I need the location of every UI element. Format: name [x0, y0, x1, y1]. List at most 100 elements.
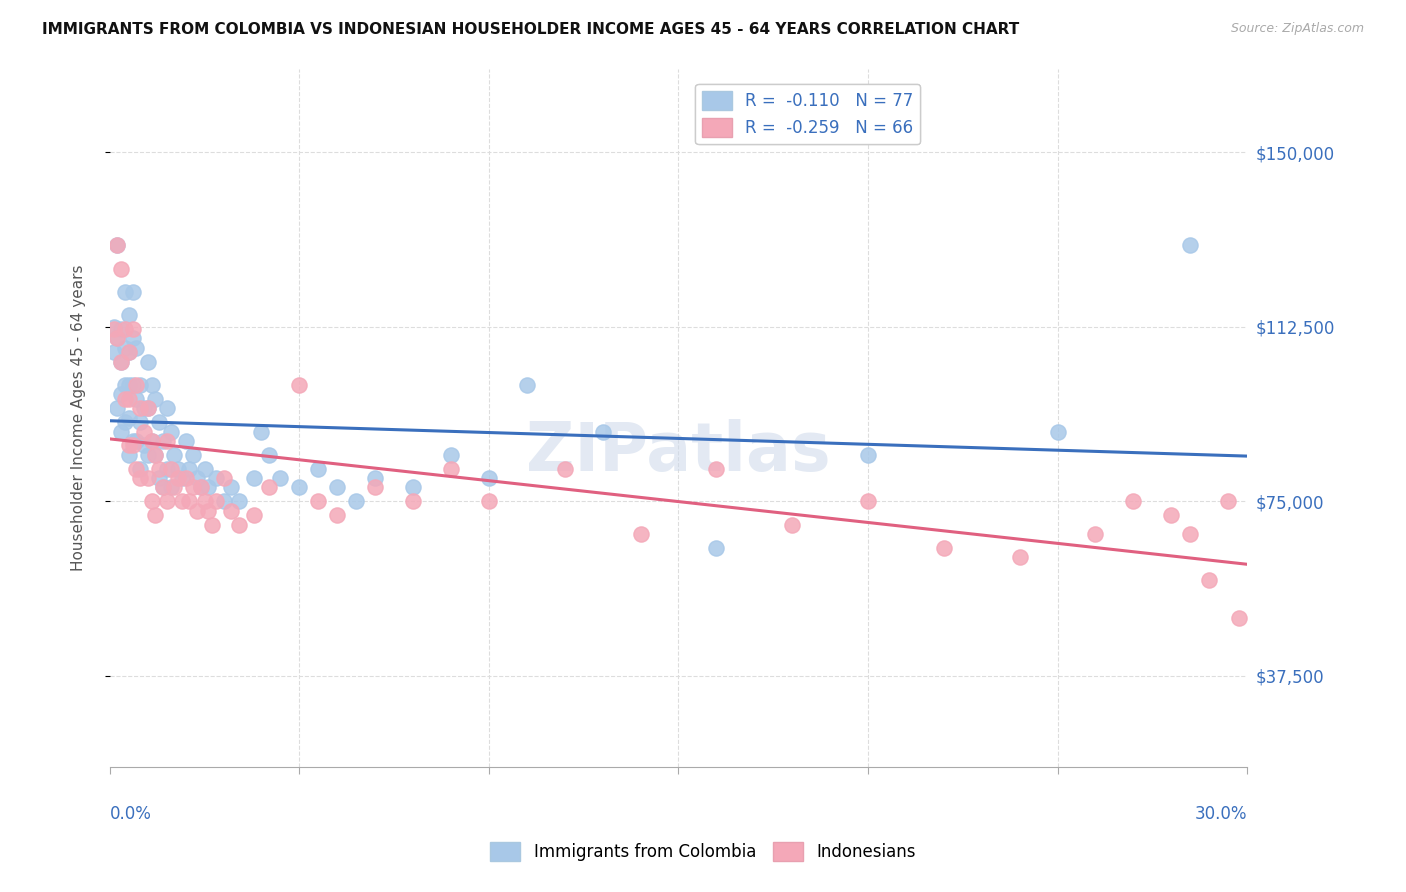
Point [121, 285, 143, 299]
Point [167, 471, 190, 485]
Point [156, 494, 179, 508]
Point [1160, 508, 1182, 523]
Text: 0.0%: 0.0% [110, 805, 152, 823]
Point [197, 480, 219, 494]
Point [257, 480, 280, 494]
Point [201, 517, 224, 532]
Point [856, 494, 879, 508]
Point [174, 434, 197, 448]
Point [129, 401, 152, 416]
Point [103, 319, 125, 334]
Point [125, 341, 148, 355]
Point [148, 462, 170, 476]
Point [364, 471, 387, 485]
Point [257, 448, 280, 462]
Point [250, 425, 273, 439]
Point [326, 480, 349, 494]
Text: Source: ZipAtlas.com: Source: ZipAtlas.com [1230, 22, 1364, 36]
Point [118, 308, 141, 322]
Point [118, 345, 141, 359]
Point [364, 480, 387, 494]
Point [194, 494, 217, 508]
Point [107, 331, 129, 345]
Point [136, 401, 159, 416]
Point [243, 508, 266, 523]
Point [307, 462, 329, 476]
Point [181, 480, 204, 494]
Point [136, 401, 159, 416]
Point [402, 494, 425, 508]
Point [212, 471, 235, 485]
Point [174, 471, 197, 485]
Point [114, 392, 136, 406]
Point [706, 541, 728, 555]
Point [107, 401, 129, 416]
Point [288, 480, 311, 494]
Point [141, 494, 163, 508]
Point [125, 392, 148, 406]
Point [186, 503, 208, 517]
Point [159, 480, 181, 494]
Point [478, 471, 501, 485]
Point [148, 415, 170, 429]
Point [163, 480, 186, 494]
Point [110, 387, 132, 401]
Legend: Immigrants from Colombia, Indonesians: Immigrants from Colombia, Indonesians [484, 835, 922, 868]
Point [228, 494, 250, 508]
Point [114, 378, 136, 392]
Point [103, 322, 125, 336]
Point [141, 378, 163, 392]
Point [269, 471, 291, 485]
Point [181, 448, 204, 462]
Point [129, 462, 152, 476]
Point [780, 517, 803, 532]
Point [132, 401, 155, 416]
Point [125, 434, 148, 448]
Point [118, 345, 141, 359]
Point [110, 261, 132, 276]
Point [110, 322, 132, 336]
Point [152, 434, 174, 448]
Point [170, 494, 193, 508]
Point [1180, 527, 1202, 541]
Point [121, 438, 143, 452]
Point [121, 322, 143, 336]
Point [107, 238, 129, 252]
Point [143, 448, 166, 462]
Point [132, 438, 155, 452]
Point [344, 494, 367, 508]
Point [478, 494, 501, 508]
Point [125, 462, 148, 476]
Point [156, 462, 179, 476]
Point [243, 471, 266, 485]
Point [440, 462, 463, 476]
Point [179, 462, 201, 476]
Point [440, 448, 463, 462]
Point [1198, 574, 1220, 588]
Point [1084, 527, 1107, 541]
Point [129, 415, 152, 429]
Point [170, 471, 193, 485]
Point [114, 341, 136, 355]
Point [288, 378, 311, 392]
Point [136, 355, 159, 369]
Point [148, 471, 170, 485]
Point [554, 462, 576, 476]
Point [159, 425, 181, 439]
Point [143, 392, 166, 406]
Point [932, 541, 955, 555]
Legend: R =  -0.110   N = 77, R =  -0.259   N = 66: R = -0.110 N = 77, R = -0.259 N = 66 [696, 84, 921, 144]
Point [141, 434, 163, 448]
Point [186, 471, 208, 485]
Point [114, 322, 136, 336]
Point [118, 448, 141, 462]
Point [167, 462, 190, 476]
Point [1229, 610, 1251, 624]
Point [107, 238, 129, 252]
Point [307, 494, 329, 508]
Point [156, 401, 179, 416]
Point [592, 425, 614, 439]
Point [326, 508, 349, 523]
Point [228, 517, 250, 532]
Point [402, 480, 425, 494]
